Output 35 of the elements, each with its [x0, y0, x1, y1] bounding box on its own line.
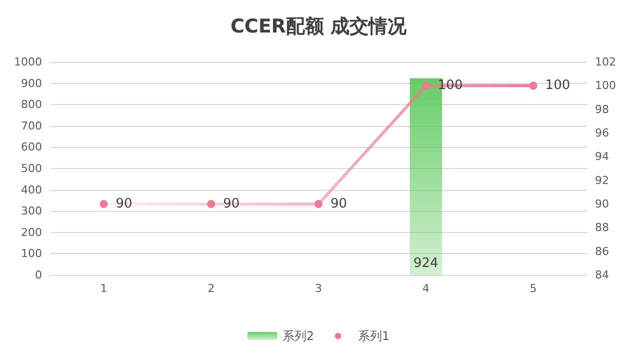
- y-tick-label: 900: [21, 76, 42, 90]
- y-tick-label: 400: [21, 183, 42, 196]
- y2-tick-label: 84: [595, 268, 609, 282]
- y2-tick-label: 86: [595, 244, 609, 258]
- x-tick-label: 1: [100, 282, 108, 295]
- data-label: 924: [413, 256, 438, 271]
- y-tick-label: 100: [21, 247, 42, 260]
- y-tick-label: 200: [21, 226, 42, 239]
- y2-tick-label: 92: [595, 174, 609, 187]
- y2-tick-label: 90: [595, 198, 609, 210]
- x-tick-label: 3: [315, 282, 322, 295]
- y2-tick-label: 98: [595, 102, 609, 116]
- legend-label: 系列2: [282, 329, 314, 343]
- y-tick-label: 1000: [14, 56, 42, 68]
- x-tick-label: 4: [422, 282, 430, 295]
- data-label: 100: [545, 78, 570, 94]
- y2-tick-label: 96: [595, 126, 609, 140]
- y-tick-label: 500: [21, 162, 42, 175]
- y-tick-label: 800: [21, 98, 42, 112]
- data-label: 100: [438, 78, 463, 94]
- y2-tick-label: 102: [595, 56, 616, 68]
- legend-label: 系列1: [358, 329, 390, 343]
- data-label: 90: [330, 196, 348, 212]
- y2-tick-label: 94: [595, 150, 609, 164]
- chart-title: CCER配额 成交情况: [230, 16, 408, 38]
- x-tick-label: 5: [530, 282, 537, 295]
- y-tick-label: 700: [21, 119, 42, 132]
- y-tick-label: 300: [21, 204, 42, 218]
- x-tick-label: 2: [208, 282, 215, 295]
- y-tick-label: 600: [21, 140, 42, 154]
- y2-tick-label: 88: [595, 221, 609, 234]
- data-label: 90: [223, 196, 240, 212]
- y-tick-label: 0: [35, 268, 42, 282]
- data-label: 90: [116, 196, 132, 212]
- y2-tick-label: 100: [595, 79, 616, 92]
